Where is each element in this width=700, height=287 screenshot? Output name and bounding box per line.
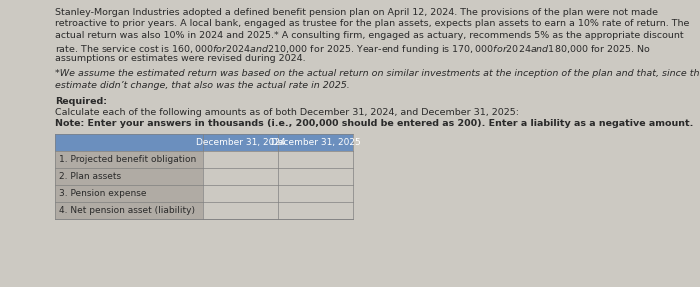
Bar: [278, 151, 353, 168]
Text: assumptions or estimates were revised during 2024.: assumptions or estimates were revised du…: [55, 54, 306, 63]
Text: Stanley-Morgan Industries adopted a defined benefit pension plan on April 12, 20: Stanley-Morgan Industries adopted a defi…: [55, 8, 658, 17]
Text: 3. Pension expense: 3. Pension expense: [59, 189, 146, 198]
Bar: [203, 202, 278, 219]
Text: *We assume the estimated return was based on the actual return on similar invest: *We assume the estimated return was base…: [55, 69, 700, 79]
Text: December 31, 2025: December 31, 2025: [271, 138, 361, 147]
Text: 2. Plan assets: 2. Plan assets: [59, 172, 121, 181]
Text: Note: Enter your answers in thousands (i.e., 200,000 should be entered as 200). : Note: Enter your answers in thousands (i…: [55, 119, 694, 129]
Bar: [278, 185, 353, 202]
Bar: [278, 202, 353, 219]
Bar: [203, 185, 278, 202]
Text: 4. Net pension asset (liability): 4. Net pension asset (liability): [59, 206, 195, 215]
Text: Required:: Required:: [55, 96, 107, 106]
Bar: [55, 202, 203, 219]
Bar: [203, 168, 278, 185]
Bar: [203, 151, 278, 168]
Text: 1. Projected benefit obligation: 1. Projected benefit obligation: [59, 155, 196, 164]
Text: retroactive to prior years. A local bank, engaged as trustee for the plan assets: retroactive to prior years. A local bank…: [55, 20, 690, 28]
Bar: [55, 151, 203, 168]
Bar: [55, 168, 203, 185]
Bar: [278, 168, 353, 185]
Text: rate. The service cost is $160,000 for 2024 and $210,000 for 2025. Year-end fund: rate. The service cost is $160,000 for 2…: [55, 42, 651, 55]
Text: estimate didn’t change, that also was the actual rate in 2025.: estimate didn’t change, that also was th…: [55, 81, 350, 90]
Text: December 31, 2024: December 31, 2024: [196, 138, 286, 147]
Text: Calculate each of the following amounts as of both December 31, 2024, and Decemb: Calculate each of the following amounts …: [55, 108, 519, 117]
Text: actual return was also 10% in 2024 and 2025.* A consulting firm, engaged as actu: actual return was also 10% in 2024 and 2…: [55, 31, 684, 40]
Bar: [55, 134, 353, 151]
Bar: [55, 185, 203, 202]
